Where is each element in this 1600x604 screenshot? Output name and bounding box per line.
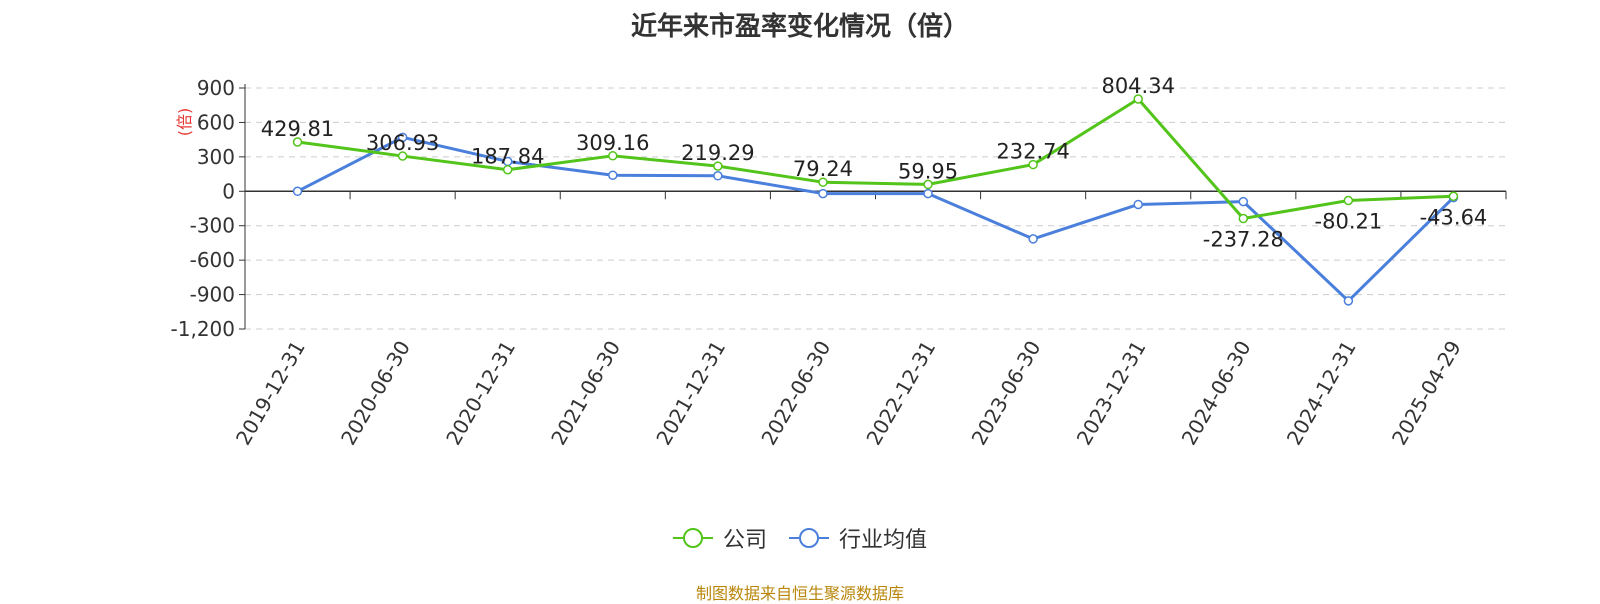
y-tick-label: 600 [197, 110, 235, 134]
series-lines [292, 94, 1459, 306]
data-label: 79.24 [793, 157, 853, 181]
y-tick-label: -600 [190, 248, 235, 272]
data-point [923, 179, 933, 190]
data-point [502, 164, 513, 175]
legend-item-company[interactable]: 公司 [672, 522, 767, 554]
data-label: 232.74 [996, 140, 1069, 164]
chart-title: 近年来市盈率变化情况（倍） [630, 12, 969, 42]
legend: 公司 行业均值 [0, 522, 1600, 554]
data-label: -80.21 [1315, 209, 1383, 233]
line-circle-icon [672, 528, 713, 548]
data-point [818, 188, 828, 199]
series-line [297, 97, 1454, 221]
x-tick-label: 2024-06-30 [1177, 337, 1256, 450]
data-point [713, 171, 723, 181]
data-point [292, 186, 303, 197]
data-label: 309.16 [576, 131, 649, 155]
data-point [397, 132, 408, 143]
line-circle-icon [789, 528, 829, 548]
y-tick-label: 0 [222, 179, 235, 203]
y-tick-label: 300 [197, 145, 235, 169]
legend-label-industry: 行业均值 [839, 528, 928, 553]
data-point [1238, 196, 1249, 207]
x-tick-label: 2021-06-30 [546, 337, 625, 450]
legend-label-company: 公司 [722, 528, 767, 553]
y-axis-label: (倍) [175, 108, 194, 137]
data-point [292, 137, 303, 147]
data-point [713, 161, 723, 171]
x-tick-label: 2021-12-31 [651, 337, 730, 450]
data-label: 219.29 [681, 141, 754, 165]
x-tick-label: 2022-12-31 [861, 337, 940, 450]
legend-item-industry[interactable]: 行业均值 [789, 522, 927, 554]
data-point [1028, 234, 1038, 244]
y-tick-label: -300 [190, 214, 235, 238]
data-point [1133, 94, 1143, 104]
x-tick-label: 2020-06-30 [336, 337, 415, 450]
data-point [608, 170, 618, 180]
data-label: 306.93 [366, 131, 439, 155]
data-point [608, 151, 618, 161]
series-line [296, 135, 1455, 303]
data-point [818, 177, 828, 187]
x-tick-label: 2020-12-31 [441, 337, 520, 450]
data-point [1343, 195, 1354, 206]
grid-lines [245, 87, 1506, 330]
x-tick-label: 2019-12-31 [231, 337, 310, 450]
x-tick-label: 2023-12-31 [1072, 337, 1151, 450]
y-tick-label: -1,200 [171, 317, 235, 341]
x-tick-label: 2023-06-30 [967, 337, 1046, 450]
x-tick-label: 2022-06-30 [756, 337, 835, 450]
data-label: 187.84 [471, 145, 544, 169]
data-label: 804.34 [1101, 74, 1174, 98]
x-tick-label: 2025-04-29 [1387, 337, 1466, 450]
y-tick-label: -900 [190, 283, 235, 307]
data-point [1238, 213, 1249, 224]
data-point [1028, 159, 1038, 170]
data-label: -237.28 [1203, 228, 1284, 252]
data-labels: 429.81 306.93 187.84 309.16 219.29 79.24 59.95… [261, 74, 1488, 252]
data-point [397, 151, 408, 161]
data-point [1343, 296, 1354, 306]
data-label: 429.81 [261, 117, 334, 141]
data-point [1448, 191, 1459, 202]
data-label: -43.64 [1420, 205, 1488, 229]
data-point [1133, 199, 1143, 210]
data-label: 59.95 [898, 159, 958, 183]
data-point [923, 188, 933, 199]
y-tick-label: 900 [197, 76, 235, 100]
data-source: 制图数据来自恒生聚源数据库 [695, 584, 904, 603]
x-tick-label: 2024-12-31 [1282, 337, 1361, 450]
